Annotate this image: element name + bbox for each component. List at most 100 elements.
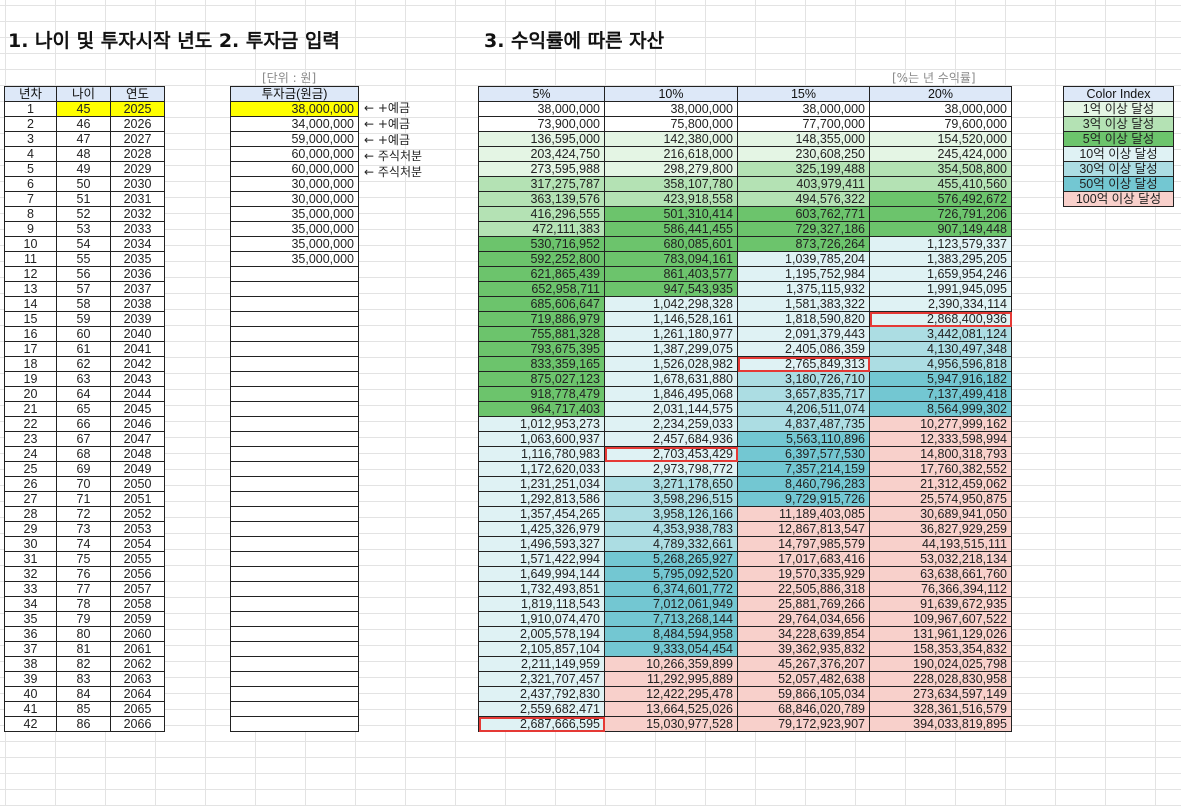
asset-cell-20[interactable]: 109,967,607,522 bbox=[869, 611, 1012, 627]
asset-cell-20[interactable]: 576,492,672 bbox=[869, 191, 1012, 207]
investment-cell[interactable] bbox=[230, 656, 359, 672]
asset-cell-5[interactable]: 964,717,403 bbox=[478, 401, 605, 417]
age-cell[interactable]: 76 bbox=[56, 566, 111, 582]
year-cell[interactable]: 2041 bbox=[110, 341, 165, 357]
age-cell[interactable]: 48 bbox=[56, 146, 111, 162]
asset-cell-10[interactable]: 1,846,495,068 bbox=[604, 386, 738, 402]
age-cell[interactable]: 66 bbox=[56, 416, 111, 432]
year-count-cell[interactable]: 10 bbox=[4, 236, 57, 252]
asset-cell-20[interactable]: 228,028,830,958 bbox=[869, 671, 1012, 687]
investment-cell[interactable] bbox=[230, 641, 359, 657]
investment-cell[interactable]: 35,000,000 bbox=[230, 206, 359, 222]
asset-cell-5[interactable]: 1,571,422,994 bbox=[478, 551, 605, 567]
asset-cell-10[interactable]: 2,234,259,033 bbox=[604, 416, 738, 432]
asset-cell-15[interactable]: 403,979,411 bbox=[737, 176, 870, 192]
asset-cell-15[interactable]: 25,881,769,266 bbox=[737, 596, 870, 612]
year-cell[interactable]: 2025 bbox=[110, 101, 165, 117]
investment-cell[interactable] bbox=[230, 626, 359, 642]
asset-cell-5[interactable]: 2,559,682,471 bbox=[478, 701, 605, 717]
asset-cell-5[interactable]: 317,275,787 bbox=[478, 176, 605, 192]
year-cell[interactable]: 2058 bbox=[110, 596, 165, 612]
asset-cell-10[interactable]: 680,085,601 bbox=[604, 236, 738, 252]
year-count-cell[interactable]: 23 bbox=[4, 431, 57, 447]
asset-cell-5[interactable]: 203,424,750 bbox=[478, 146, 605, 162]
year-cell[interactable]: 2038 bbox=[110, 296, 165, 312]
age-cell[interactable]: 63 bbox=[56, 371, 111, 387]
investment-cell[interactable]: 30,000,000 bbox=[230, 191, 359, 207]
investment-cell[interactable] bbox=[230, 281, 359, 297]
asset-cell-15[interactable]: 873,726,264 bbox=[737, 236, 870, 252]
year-cell[interactable]: 2047 bbox=[110, 431, 165, 447]
year-cell[interactable]: 2064 bbox=[110, 686, 165, 702]
age-cell[interactable]: 72 bbox=[56, 506, 111, 522]
asset-cell-10[interactable]: 3,271,178,650 bbox=[604, 476, 738, 492]
asset-cell-5[interactable]: 1,819,118,543 bbox=[478, 596, 605, 612]
investment-cell[interactable]: 38,000,000 bbox=[230, 101, 359, 117]
year-count-cell[interactable]: 6 bbox=[4, 176, 57, 192]
asset-cell-10[interactable]: 1,042,298,328 bbox=[604, 296, 738, 312]
asset-cell-20[interactable]: 63,638,661,760 bbox=[869, 566, 1012, 582]
investment-cell[interactable] bbox=[230, 461, 359, 477]
investment-cell[interactable] bbox=[230, 491, 359, 507]
asset-cell-5[interactable]: 1,231,251,034 bbox=[478, 476, 605, 492]
asset-cell-20[interactable]: 328,361,516,579 bbox=[869, 701, 1012, 717]
age-cell[interactable]: 84 bbox=[56, 686, 111, 702]
asset-cell-5[interactable]: 530,716,952 bbox=[478, 236, 605, 252]
year-count-cell[interactable]: 17 bbox=[4, 341, 57, 357]
year-count-cell[interactable]: 16 bbox=[4, 326, 57, 342]
asset-cell-20[interactable]: 3,442,081,124 bbox=[869, 326, 1012, 342]
investment-cell[interactable]: 35,000,000 bbox=[230, 221, 359, 237]
asset-cell-20[interactable]: 12,333,598,994 bbox=[869, 431, 1012, 447]
asset-cell-5[interactable]: 652,958,711 bbox=[478, 281, 605, 297]
asset-cell-10[interactable]: 1,261,180,977 bbox=[604, 326, 738, 342]
asset-cell-5[interactable]: 416,296,555 bbox=[478, 206, 605, 222]
asset-cell-20[interactable]: 25,574,950,875 bbox=[869, 491, 1012, 507]
asset-cell-10[interactable]: 5,795,092,520 bbox=[604, 566, 738, 582]
age-cell[interactable]: 54 bbox=[56, 236, 111, 252]
asset-cell-10[interactable]: 2,031,144,575 bbox=[604, 401, 738, 417]
age-cell[interactable]: 49 bbox=[56, 161, 111, 177]
asset-cell-10[interactable]: 3,958,126,166 bbox=[604, 506, 738, 522]
year-count-cell[interactable]: 9 bbox=[4, 221, 57, 237]
asset-cell-5[interactable]: 1,292,813,586 bbox=[478, 491, 605, 507]
age-cell[interactable]: 50 bbox=[56, 176, 111, 192]
year-count-cell[interactable]: 20 bbox=[4, 386, 57, 402]
age-cell[interactable]: 65 bbox=[56, 401, 111, 417]
year-cell[interactable]: 2030 bbox=[110, 176, 165, 192]
year-count-cell[interactable]: 11 bbox=[4, 251, 57, 267]
investment-cell[interactable] bbox=[230, 446, 359, 462]
asset-cell-15[interactable]: 494,576,322 bbox=[737, 191, 870, 207]
year-count-cell[interactable]: 33 bbox=[4, 581, 57, 597]
investment-cell[interactable]: 35,000,000 bbox=[230, 236, 359, 252]
asset-cell-5[interactable]: 592,252,800 bbox=[478, 251, 605, 267]
age-cell[interactable]: 77 bbox=[56, 581, 111, 597]
asset-cell-20[interactable]: 1,123,579,337 bbox=[869, 236, 1012, 252]
year-count-cell[interactable]: 38 bbox=[4, 656, 57, 672]
asset-cell-15[interactable]: 77,700,000 bbox=[737, 116, 870, 132]
investment-cell[interactable] bbox=[230, 296, 359, 312]
asset-cell-10[interactable]: 13,664,525,026 bbox=[604, 701, 738, 717]
asset-cell-15[interactable]: 1,195,752,984 bbox=[737, 266, 870, 282]
asset-cell-5[interactable]: 719,886,979 bbox=[478, 311, 605, 327]
investment-cell[interactable] bbox=[230, 476, 359, 492]
asset-cell-10[interactable]: 6,374,601,772 bbox=[604, 581, 738, 597]
asset-cell-15[interactable]: 2,765,849,313 bbox=[737, 356, 870, 372]
year-cell[interactable]: 2027 bbox=[110, 131, 165, 147]
age-cell[interactable]: 59 bbox=[56, 311, 111, 327]
asset-cell-5[interactable]: 2,437,792,830 bbox=[478, 686, 605, 702]
year-count-cell[interactable]: 30 bbox=[4, 536, 57, 552]
investment-cell[interactable] bbox=[230, 701, 359, 717]
asset-cell-5[interactable]: 793,675,395 bbox=[478, 341, 605, 357]
asset-cell-5[interactable]: 2,005,578,194 bbox=[478, 626, 605, 642]
asset-cell-5[interactable]: 875,027,123 bbox=[478, 371, 605, 387]
asset-cell-15[interactable]: 7,357,214,159 bbox=[737, 461, 870, 477]
year-count-cell[interactable]: 14 bbox=[4, 296, 57, 312]
investment-cell[interactable] bbox=[230, 326, 359, 342]
asset-cell-15[interactable]: 2,091,379,443 bbox=[737, 326, 870, 342]
investment-cell[interactable]: 60,000,000 bbox=[230, 161, 359, 177]
year-cell[interactable]: 2054 bbox=[110, 536, 165, 552]
asset-cell-15[interactable]: 8,460,796,283 bbox=[737, 476, 870, 492]
investment-cell[interactable] bbox=[230, 371, 359, 387]
age-cell[interactable]: 74 bbox=[56, 536, 111, 552]
age-cell[interactable]: 81 bbox=[56, 641, 111, 657]
